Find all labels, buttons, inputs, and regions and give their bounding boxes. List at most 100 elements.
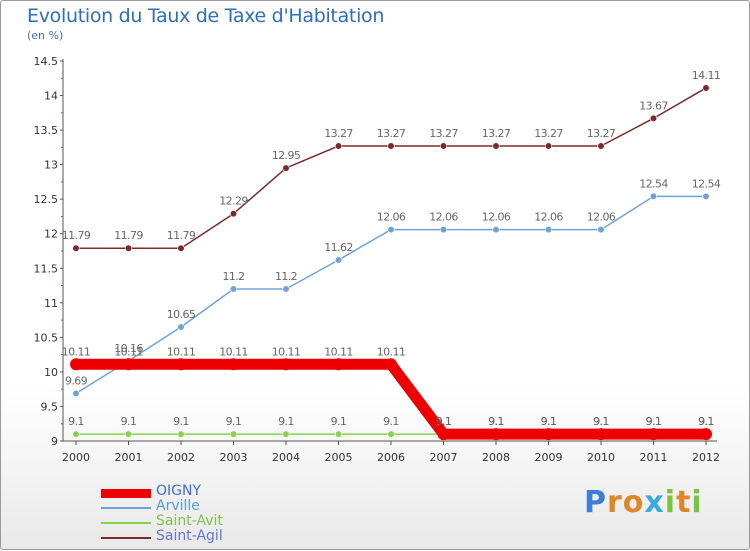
point-saint-avit <box>282 430 290 438</box>
point-arville <box>702 192 710 201</box>
x-tick-label: 2003 <box>220 451 248 464</box>
data-label-oigny: 10.11 <box>377 345 406 358</box>
x-tick-label: 2001 <box>115 451 143 464</box>
point-arville <box>544 225 553 234</box>
series-line-saint-agil <box>75 87 707 249</box>
data-label-arville: 12.54 <box>639 177 668 190</box>
point-saint-agil <box>597 142 605 150</box>
data-label-arville: 12.06 <box>429 211 458 224</box>
chart-title: Evolution du Taux de Taxe d'Habitation <box>27 5 385 27</box>
data-label-saint-agil: 11.79 <box>62 229 91 242</box>
legend-label: Saint-Avit <box>156 513 223 529</box>
data-label-oigny: 10.11 <box>114 345 143 358</box>
x-tick-label: 2004 <box>272 451 300 464</box>
point-arville <box>177 323 185 331</box>
x-tick-label: 2010 <box>587 451 615 464</box>
data-label-saint-agil: 14.11 <box>692 69 721 82</box>
data-label-arville: 9.69 <box>65 374 88 387</box>
x-tick-label: 2011 <box>640 451 668 464</box>
y-tick-label: 12 <box>44 228 58 241</box>
data-label-saint-avit: 9.1 <box>226 415 242 428</box>
point-arville <box>387 225 395 234</box>
data-label-oigny: 10.11 <box>324 345 353 358</box>
proxiti-logo: Proxiti <box>584 485 703 520</box>
data-label-arville: 12.06 <box>534 211 563 224</box>
x-tick-label: 2000 <box>62 451 90 464</box>
data-label-oigny: 10.11 <box>62 345 91 358</box>
point-oigny <box>595 428 607 441</box>
legend-item: Saint-Avit <box>101 513 301 530</box>
data-label-oigny: 9.1 <box>646 415 662 428</box>
point-arville <box>439 225 448 234</box>
legend-label: Arville <box>156 498 200 514</box>
legend-item: Arville <box>101 498 301 515</box>
point-oigny <box>332 358 345 371</box>
legend-swatch <box>101 537 151 539</box>
point-saint-agil <box>387 142 395 150</box>
data-label-arville: 10.65 <box>167 308 196 321</box>
data-label-oigny: 10.11 <box>167 345 196 358</box>
point-oigny <box>490 428 502 441</box>
data-label-saint-agil: 13.67 <box>639 99 668 112</box>
logo-letter: t <box>676 485 692 520</box>
y-tick-label: 11.5 <box>34 262 59 275</box>
data-label-saint-avit: 9.1 <box>383 415 399 428</box>
data-label-arville: 10.16 <box>114 342 143 355</box>
data-label-oigny: 9.1 <box>436 415 452 428</box>
y-tick-label: 10 <box>44 366 58 379</box>
data-label-oigny: 9.1 <box>698 415 714 428</box>
point-oigny <box>542 428 555 441</box>
point-saint-agil <box>282 164 290 172</box>
data-label-saint-agil: 13.27 <box>324 127 353 140</box>
point-arville <box>649 192 658 201</box>
point-saint-agil <box>177 244 185 252</box>
data-label-saint-agil: 13.27 <box>534 127 563 140</box>
data-label-oigny: 10.11 <box>272 345 301 358</box>
data-label-saint-avit: 9.1 <box>68 415 84 428</box>
point-arville <box>334 256 343 264</box>
data-label-saint-avit: 9.1 <box>173 415 189 428</box>
data-label-saint-agil: 13.27 <box>429 127 458 140</box>
point-arville <box>72 389 80 397</box>
logo-letter: x <box>644 485 665 520</box>
point-oigny <box>227 358 240 371</box>
point-saint-avit <box>229 430 238 438</box>
point-saint-avit <box>124 430 133 438</box>
legend-label: OIGNY <box>156 483 202 499</box>
legend-item: OIGNY <box>101 483 301 500</box>
data-label-arville: 11.62 <box>324 241 353 254</box>
data-label-saint-agil: 13.27 <box>482 127 511 140</box>
point-oigny <box>122 358 135 371</box>
y-tick-label: 14.5 <box>34 55 59 68</box>
x-tick-label: 2009 <box>535 451 563 464</box>
y-tick-label: 12.5 <box>34 193 59 206</box>
data-label-arville: 11.2 <box>275 270 297 283</box>
legend-swatch <box>101 489 151 498</box>
data-label-saint-avit: 9.1 <box>331 415 347 428</box>
data-label-oigny: 10.11 <box>219 345 248 358</box>
point-saint-avit <box>334 430 343 438</box>
y-tick-label: 11 <box>44 297 58 310</box>
x-tick-label: 2012 <box>692 451 720 464</box>
logo-letter: P <box>584 485 607 520</box>
point-saint-agil <box>702 84 710 92</box>
data-label-saint-avit: 9.1 <box>278 415 294 428</box>
point-arville <box>597 225 605 234</box>
data-label-saint-avit: 9.1 <box>646 415 662 428</box>
data-label-saint-avit: 9.1 <box>593 415 609 428</box>
data-label-saint-avit: 9.1 <box>698 415 714 428</box>
data-label-arville: 12.54 <box>692 177 721 190</box>
data-label-saint-agil: 11.79 <box>114 229 143 242</box>
data-label-saint-avit: 9.1 <box>436 415 452 428</box>
x-tick-label: 2005 <box>325 451 353 464</box>
y-tick-label: 13.5 <box>34 124 59 137</box>
data-label-arville: 12.06 <box>482 211 511 224</box>
point-saint-avit <box>72 430 80 438</box>
y-tick-label: 10.5 <box>34 331 59 344</box>
point-saint-agil <box>229 210 238 218</box>
point-oigny <box>647 428 660 441</box>
point-saint-avit <box>177 430 185 438</box>
point-saint-avit <box>387 430 395 438</box>
logo-letter: i <box>691 485 703 520</box>
